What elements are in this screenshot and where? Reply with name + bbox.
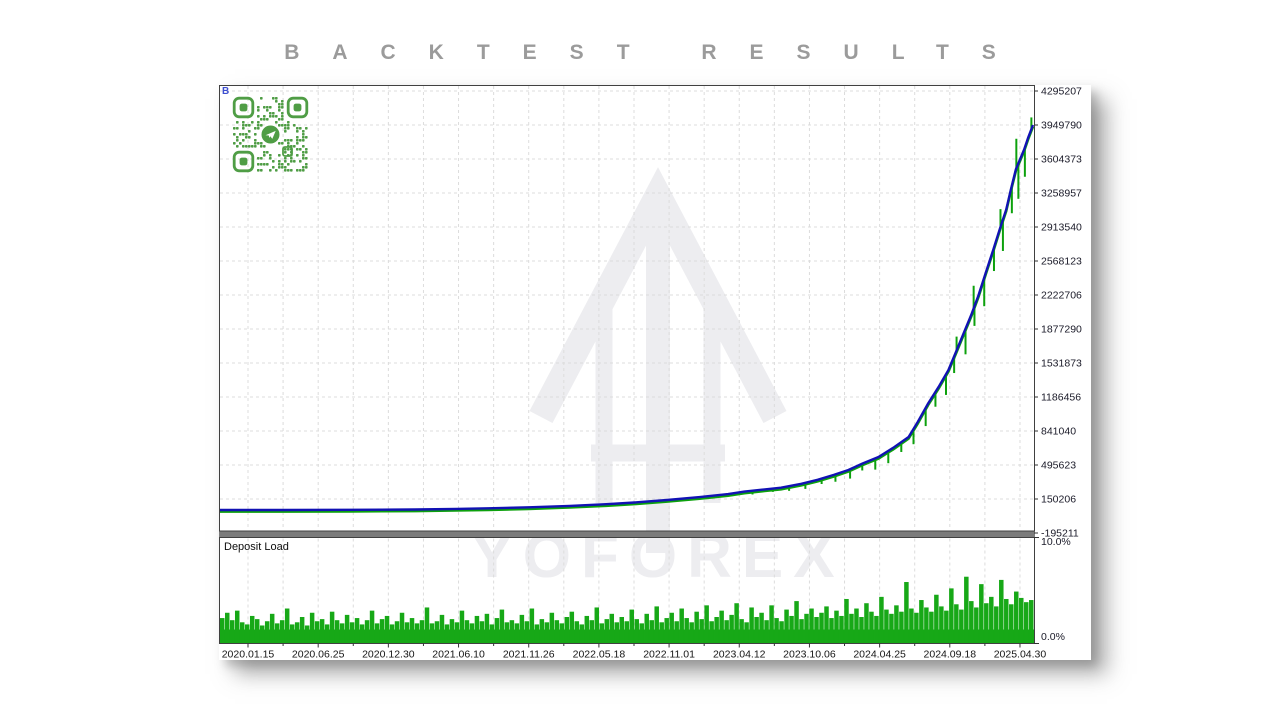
balance-chart: YOFOREX429520739497903604373325895729135… [219,85,1082,661]
main-plot-border [219,85,1035,532]
x-axis-tick-label: 2025.04.30 [994,649,1047,661]
y-axis-tick-label: 3949790 [1041,120,1082,132]
x-axis-tick-label: 2020.06.25 [292,649,345,661]
deposit-plot-border [219,537,1035,644]
deposit-load-bars [220,576,1034,644]
y-axis-tick-label: 3258957 [1041,188,1082,200]
y-axis-tick-label: 1186456 [1041,392,1081,404]
x-axis-tick-label: 2021.11.26 [503,649,555,661]
balance-series-marker: B [222,86,230,97]
backtest-chart-card: YOFOREX 4295207 3949790 3604373 3258957 29135… [219,85,1091,660]
x-axis-tick-label: 2021.06.10 [432,649,485,661]
y-axis-tick-label: 841040 [1041,426,1076,438]
deposit-load-label: Deposit Load [224,541,289,553]
deposit-load-max-label: 10.0% [1041,536,1071,548]
y-axis-tick-label: 150206 [1041,494,1076,506]
panel-divider [219,531,1035,538]
y-axis-tick-label: 4295207 [1041,86,1082,98]
y-axis-labels: 4295207 3949790 3604373 3258957 2913540 25681… [1034,86,1082,644]
grid-lines [220,86,1034,643]
x-axis-tick-label: 2024.04.25 [853,649,906,661]
y-axis-tick-label: 3604373 [1041,154,1082,166]
y-axis-tick-label: -195211 [1041,528,1079,540]
x-axis-tick-label: 2020.12.30 [362,649,415,661]
y-axis-tick-label: 495623 [1041,460,1076,472]
balance-line [220,124,1034,512]
x-axis-tick-label: 2023.04.12 [713,649,766,661]
y-axis-tick-label: 1531873 [1041,358,1082,370]
qr-code [232,96,309,173]
page-title: BACKTEST RESULTS [284,41,1029,65]
x-axis-tick-label: 2022.05.18 [573,649,626,661]
x-axis-tick-label: 2022.11.01 [643,649,695,661]
x-axis-tick-label: 2020.01.15 [222,649,275,661]
x-axis-tick-label: 2024.09.18 [924,649,977,661]
deposit-load-min-label: 0.0% [1041,631,1065,643]
y-axis-tick-label: 1877290 [1041,324,1082,336]
y-axis-tick-label: 2222706 [1041,290,1082,302]
x-axis-labels: 2020.01.15 2020.06.25 2020.12.30 2021.06.10… [222,643,1047,661]
curves [220,117,1034,513]
y-axis-tick-label: 2913540 [1041,222,1082,234]
y-axis-tick-label: 2568123 [1041,256,1082,268]
x-axis-tick-label: 2023.10.06 [783,649,836,661]
